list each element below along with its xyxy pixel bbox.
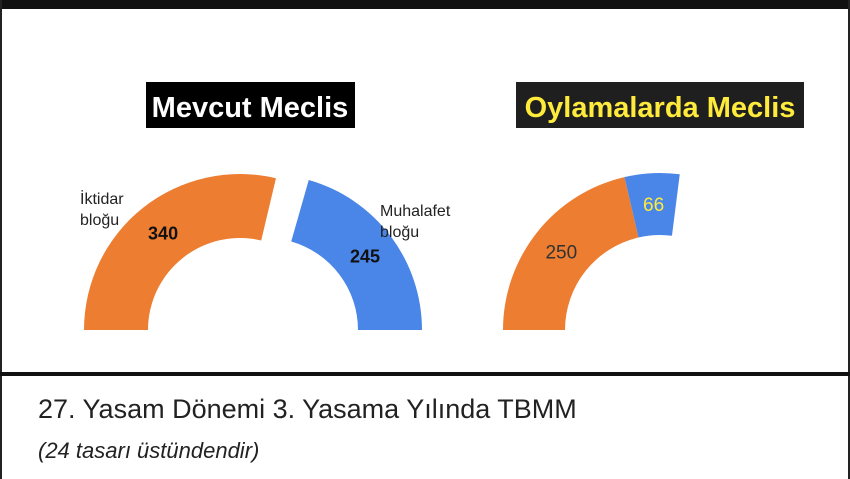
left-border: [0, 0, 2, 479]
chart1-category-label-1: İktidar bloğu: [80, 189, 124, 229]
chart1-title-box: [146, 82, 355, 128]
chart2-title: Oylamalarda Meclis: [525, 92, 796, 124]
chart2-title-box: [516, 82, 804, 128]
chart2-value-label-1: 250: [545, 243, 577, 264]
caption-subtitle: (24 tasarı üstündendir): [38, 438, 260, 463]
divider-line: [0, 372, 850, 376]
chart2-slice-1: [503, 177, 639, 330]
charts-area: Mevcut Meclis 340 245 İktidar bloğu Muhalafet…: [80, 82, 804, 330]
chart1-slice-1: [84, 173, 276, 330]
right-border: [848, 0, 850, 479]
caption-title: 27. Yasam Dönemi 3. Yasama Yılında TBMM: [38, 394, 577, 424]
chart1-category-label-2: Muhalafet bloğu: [380, 203, 451, 241]
chart1-value-label-2: 245: [350, 246, 380, 266]
top-border-bar: [0, 0, 850, 9]
chart2-value-label-2: 66: [643, 195, 664, 216]
chart2-slice-2: [624, 173, 680, 238]
chart1-title: Mevcut Meclis: [152, 92, 349, 124]
chart1-value-label-1: 340: [148, 224, 178, 244]
chart1-slice-2: [291, 179, 422, 330]
